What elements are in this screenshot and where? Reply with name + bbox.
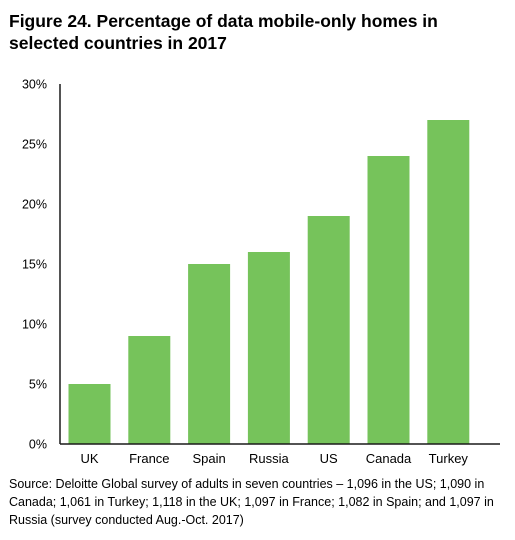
- bar-uk: [68, 384, 111, 444]
- bar-russia: [247, 252, 290, 444]
- y-tick-label: 25%: [22, 138, 47, 152]
- source-note: Source: Deloitte Global survey of adults…: [9, 477, 494, 527]
- bar-turkey: [427, 120, 470, 444]
- y-tick-label: 10%: [22, 318, 47, 332]
- x-tick-label: UK: [80, 451, 98, 466]
- y-tick-label: 20%: [22, 198, 47, 212]
- bars: [68, 120, 470, 444]
- y-tick-label: 5%: [29, 378, 47, 392]
- bar-france: [128, 336, 171, 444]
- bar-canada: [367, 156, 410, 444]
- y-tick-label: 0%: [29, 438, 47, 452]
- x-axis-labels: UK France Spain Russia US Canada Turkey: [80, 451, 468, 466]
- x-tick-label: Russia: [249, 451, 290, 466]
- y-axis-ticks: 0% 5% 10% 15% 20% 25% 30%: [22, 78, 47, 452]
- y-tick-label: 30%: [22, 78, 47, 92]
- x-tick-label: US: [320, 451, 338, 466]
- x-tick-label: France: [129, 451, 169, 466]
- x-tick-label: Spain: [192, 451, 225, 466]
- x-tick-label: Turkey: [429, 451, 469, 466]
- chart-title: Figure 24. Percentage of data mobile-onl…: [9, 11, 438, 53]
- bar-us: [307, 216, 350, 444]
- y-tick-label: 15%: [22, 258, 47, 272]
- x-tick-label: Canada: [366, 451, 412, 466]
- bar-spain: [188, 264, 231, 444]
